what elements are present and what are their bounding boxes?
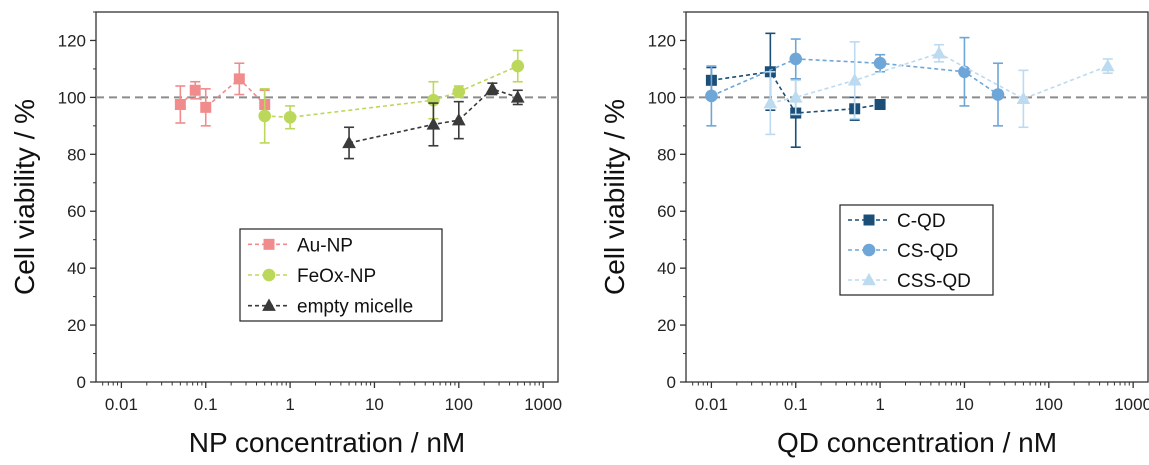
marker-circle (511, 59, 525, 73)
x-tick-label: 0.1 (194, 395, 218, 414)
y-tick-label: 40 (657, 259, 676, 278)
legend-label: Au-NP (297, 235, 353, 256)
series-3 (342, 81, 525, 160)
series-1 (174, 62, 271, 127)
marker-triangle (510, 90, 525, 103)
chart-panel-1: 0 20 40 60 80 100 120 0.01 0.1 1 10 100 1000 NP conce… (9, 11, 562, 458)
x-tick-label: 0.1 (784, 395, 808, 414)
marker-square (863, 214, 875, 226)
y-tick-label: 20 (67, 316, 86, 335)
legend: Au-NP FeOx-NP empty micelle (239, 228, 443, 322)
marker-square (233, 73, 245, 85)
x-axis-label: QD concentration / nM (777, 427, 1057, 458)
x-axis-label: NP concentration / nM (189, 427, 466, 458)
marker-triangle (342, 135, 356, 149)
marker-square (200, 101, 212, 113)
legend-label: empty micelle (297, 297, 413, 318)
marker-triangle (763, 95, 778, 109)
legend-label: C-QD (897, 211, 946, 232)
x-tick-label: 1 (875, 395, 884, 414)
marker-triangle (262, 298, 276, 311)
x-tick-label: 0.01 (105, 395, 138, 414)
x-tick-label: 1 (285, 395, 294, 414)
x-tick-label: 10 (365, 395, 384, 414)
marker-square (874, 99, 886, 110)
marker-triangle (1100, 58, 1115, 72)
marker-circle (262, 268, 276, 282)
series-2 (705, 36, 1005, 127)
marker-circle (873, 56, 887, 70)
marker-circle (283, 111, 297, 124)
x-tick-label: 100 (445, 395, 473, 414)
marker-circle (789, 52, 803, 66)
y-tick-label: 120 (58, 31, 86, 50)
y-axis-label: Cell viability / % (599, 99, 630, 295)
legend: C-QD CS-QD CSS-QD (839, 204, 994, 296)
marker-triangle (788, 90, 803, 103)
marker-circle (258, 109, 272, 123)
marker-circle (452, 85, 466, 98)
legend-label: FeOx-NP (297, 266, 376, 287)
marker-circle (862, 243, 876, 257)
x-tick-label: 10 (955, 395, 974, 414)
marker-circle (705, 89, 718, 103)
marker-square (189, 84, 201, 96)
marker-triangle (862, 272, 876, 286)
series-line (264, 65, 519, 119)
y-tick-label: 60 (67, 202, 86, 221)
x-tick-label: 1000 (524, 395, 562, 414)
x-tick-label: 100 (1035, 395, 1063, 414)
marker-square (263, 238, 275, 250)
y-tick-label: 40 (67, 259, 86, 278)
marker-triangle (451, 112, 466, 126)
marker-square (174, 99, 186, 110)
y-axis-label: Cell viability / % (9, 99, 40, 295)
series-3 (763, 41, 1115, 136)
y-tick-label: 100 (58, 88, 86, 107)
y-tick-label: 80 (657, 145, 676, 164)
legend-label: CSS-QD (897, 271, 971, 292)
marker-triangle (1016, 91, 1031, 105)
y-tick-label: 120 (648, 31, 676, 50)
plot-frame (685, 11, 1149, 383)
y-tick-label: 20 (657, 316, 676, 335)
marker-circle (958, 65, 971, 79)
y-tick-label: 80 (67, 145, 86, 164)
legend-label: CS-QD (897, 241, 958, 262)
y-tick-label: 60 (657, 202, 676, 221)
plot-frame (95, 11, 559, 383)
y-tick-label: 0 (77, 373, 86, 392)
x-tick-label: 1000 (1114, 395, 1149, 414)
y-tick-label: 100 (648, 88, 676, 107)
marker-triangle (847, 73, 862, 86)
marker-triangle (932, 46, 946, 59)
marker-triangle (485, 81, 500, 95)
y-tick-label: 0 (667, 373, 676, 392)
x-tick-label: 0.01 (695, 395, 728, 414)
marker-triangle (426, 117, 441, 130)
marker-circle (991, 88, 1005, 101)
chart-panel-2: 0 20 40 60 80 100 120 0.01 0.1 1 10 100 1000 QD conce… (599, 11, 1149, 458)
